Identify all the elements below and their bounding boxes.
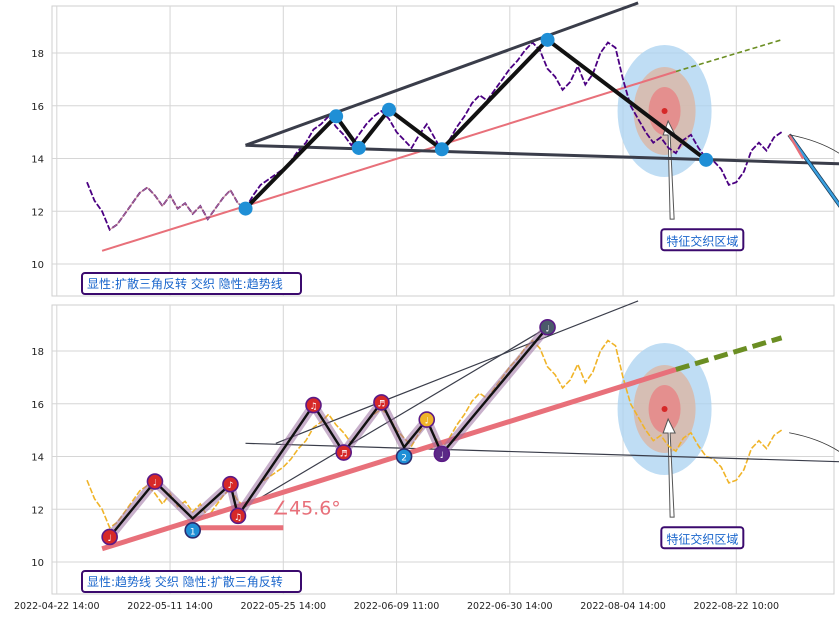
top-pattern-vertex-0 (239, 202, 253, 216)
bottom-ytick-14: 14 (31, 453, 44, 464)
top-pattern-vertex-4 (435, 142, 449, 156)
bottom-panel: 1012141618特征交织区域∠45.6°♩♩♪♫♫♬♬♩♩♩12显性:趋势线… (31, 301, 839, 594)
x-tick-label-2: 2022-05-25 14:00 (240, 601, 326, 612)
top-ytick-18: 18 (31, 49, 44, 60)
bottom-marker-glyph-7: ♬ (377, 399, 385, 409)
bottom-marker-glyph-1: ♩ (153, 479, 157, 489)
top-pattern-vertex-2 (352, 141, 366, 155)
bottom-marker-glyph-4: ♫ (234, 513, 242, 523)
top-ytick-14: 14 (31, 155, 44, 166)
x-tick-label-5: 2022-08-04 14:00 (580, 601, 666, 612)
bottom-marker-glyph-3: ♪ (228, 481, 234, 491)
top-ytick-16: 16 (31, 102, 44, 113)
bottom-angle-label: ∠45.6° (272, 498, 341, 520)
top-legend-text: 显性:扩散三角反转 交织 隐性:趋势线 (87, 276, 283, 291)
bottom-zone-label: 特征交织区域 (666, 531, 738, 546)
x-tick-label-6: 2022-08-22 10:00 (693, 601, 779, 612)
top-pattern-vertex-6 (699, 153, 713, 167)
bottom-marker-glyph-11: ♩ (545, 324, 549, 334)
bottom-blue-marker-label-1: 2 (401, 454, 407, 464)
x-axis: 2022-04-22 14:00 2022-05-11 14:00 2022-05-… (14, 601, 779, 612)
top-ytick-10: 10 (31, 260, 44, 271)
bottom-blue-marker-label-0: 1 (190, 527, 196, 537)
bottom-zone-center (662, 406, 668, 412)
x-tick-label-4: 2022-06-30 14:00 (467, 601, 553, 612)
x-tick-label-3: 2022-06-09 11:00 (354, 601, 440, 612)
top-ytick-12: 12 (31, 207, 44, 218)
top-pattern-vertex-5 (541, 33, 555, 47)
bottom-ytick-18: 18 (31, 347, 44, 358)
top-pattern-vertex-3 (382, 103, 396, 117)
bottom-marker-glyph-0: ♩ (108, 534, 112, 544)
bottom-marker-glyph-9: ♩ (425, 417, 429, 427)
bottom-marker-glyph-6: ♬ (340, 450, 348, 460)
top-zone-center (662, 108, 668, 114)
bottom-ytick-16: 16 (31, 400, 44, 411)
x-tick-label-0: 2022-04-22 14:00 (14, 601, 100, 612)
top-pattern-vertex-1 (329, 109, 343, 123)
bottom-legend-text: 显性:趋势线 交织 隐性:扩散三角反转 (87, 574, 283, 589)
bottom-ytick-10: 10 (31, 558, 44, 569)
bottom-marker-glyph-10: ♩ (440, 451, 444, 461)
x-tick-label-1: 2022-05-11 14:00 (127, 601, 213, 612)
top-zone-label: 特征交织区域 (666, 233, 738, 248)
bottom-ytick-12: 12 (31, 505, 44, 516)
bottom-marker-glyph-5: ♫ (309, 402, 317, 412)
